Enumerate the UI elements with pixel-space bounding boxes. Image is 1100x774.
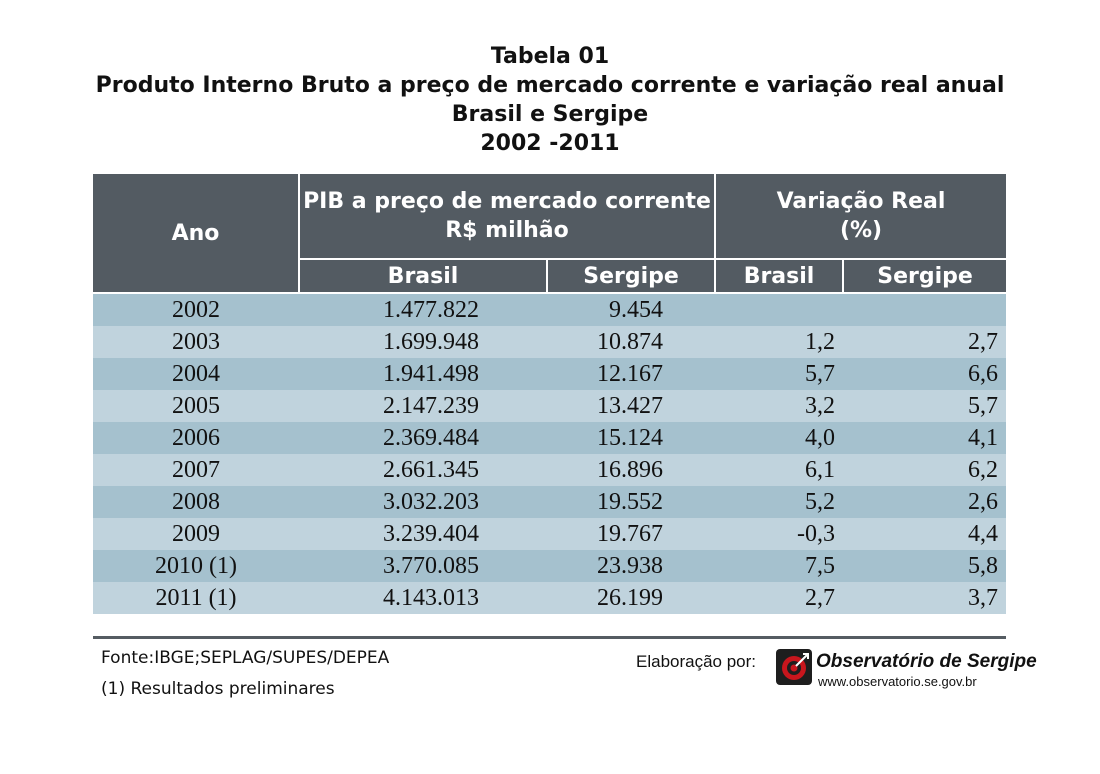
cell-pib-sergipe: 10.874 [547, 326, 716, 358]
cell-var-sergipe: 6,2 [843, 454, 1007, 486]
table-row: 2005 2.147.239 13.427 3,2 5,7 [93, 390, 1007, 422]
cell-var-sergipe: 4,1 [843, 422, 1007, 454]
title-line-4: 2002 -2011 [480, 131, 620, 156]
org-url: www.observatorio.se.gov.br [818, 674, 977, 689]
table-row: 2011 (1) 4.143.013 26.199 2,7 3,7 [93, 582, 1007, 614]
cell-ano: 2002 [93, 293, 299, 326]
cell-ano: 2003 [93, 326, 299, 358]
cell-ano: 2007 [93, 454, 299, 486]
cell-var-brasil: 7,5 [715, 550, 844, 582]
cell-var-brasil: 6,1 [715, 454, 844, 486]
cell-pib-sergipe: 9.454 [547, 293, 716, 326]
cell-var-sergipe: 5,7 [843, 390, 1007, 422]
header-var-brasil: Brasil [714, 259, 845, 294]
table-body: 2002 1.477.822 9.454 2003 1.699.948 10.874 1,2… [93, 293, 1007, 614]
table-row: 2010 (1) 3.770.085 23.938 7,5 5,8 [93, 550, 1007, 582]
title-line-2: Produto Interno Bruto a preço de mercado… [95, 73, 1005, 98]
table-row: 2006 2.369.484 15.124 4,0 4,1 [93, 422, 1007, 454]
source-note: Fonte:IBGE;SEPLAG/SUPES/DEPEA [101, 648, 390, 668]
preliminary-note: (1) Resultados preliminares [101, 679, 335, 699]
table-row: 2008 3.032.203 19.552 5,2 2,6 [93, 486, 1007, 518]
cell-var-sergipe: 2,7 [843, 326, 1007, 358]
cell-var-brasil: 5,2 [715, 486, 844, 518]
cell-pib-sergipe: 26.199 [547, 582, 716, 614]
cell-var-sergipe: 2,6 [843, 486, 1007, 518]
cell-var-brasil: 5,7 [715, 358, 844, 390]
cell-pib-brasil: 4.143.013 [299, 582, 547, 614]
cell-var-sergipe: 5,8 [843, 550, 1007, 582]
table-row: 2004 1.941.498 12.167 5,7 6,6 [93, 358, 1007, 390]
cell-pib-sergipe: 13.427 [547, 390, 716, 422]
cell-pib-brasil: 3.770.085 [299, 550, 547, 582]
header-var-line1: Variação Real [776, 189, 946, 214]
header-pib-line2: R$ milhão [445, 218, 569, 243]
cell-pib-sergipe: 23.938 [547, 550, 716, 582]
table-row: 2002 1.477.822 9.454 [93, 293, 1007, 326]
header-ano: Ano [93, 174, 300, 294]
cell-var-brasil: 4,0 [715, 422, 844, 454]
cell-pib-sergipe: 19.767 [547, 518, 716, 550]
header-pib-brasil: Brasil [298, 259, 548, 294]
target-icon [776, 649, 812, 685]
cell-var-sergipe [843, 293, 1007, 326]
table-row: 2003 1.699.948 10.874 1,2 2,7 [93, 326, 1007, 358]
gdp-table: Ano PIB a preço de mercado corrente R$ m… [93, 174, 1007, 614]
cell-pib-sergipe: 19.552 [547, 486, 716, 518]
cell-var-brasil: 1,2 [715, 326, 844, 358]
cell-var-sergipe: 3,7 [843, 582, 1007, 614]
cell-var-sergipe: 4,4 [843, 518, 1007, 550]
title-line-3: Brasil e Sergipe [451, 102, 649, 127]
cell-pib-brasil: 2.661.345 [299, 454, 547, 486]
cell-var-brasil: -0,3 [715, 518, 844, 550]
header-var-sergipe: Sergipe [842, 259, 1007, 294]
table-title: Tabela 01 Produto Interno Bruto a preço … [0, 42, 1100, 158]
cell-pib-brasil: 3.032.203 [299, 486, 547, 518]
header-pib-line1: PIB a preço de mercado corrente [303, 189, 711, 214]
footer-divider [93, 636, 1006, 639]
cell-ano: 2010 (1) [93, 550, 299, 582]
cell-ano: 2008 [93, 486, 299, 518]
cell-pib-brasil: 2.147.239 [299, 390, 547, 422]
header-pib: PIB a preço de mercado corrente R$ milhã… [297, 174, 717, 260]
cell-pib-sergipe: 15.124 [547, 422, 716, 454]
table-row: 2009 3.239.404 19.767 -0,3 4,4 [93, 518, 1007, 550]
header-var-line2: (%) [839, 218, 883, 243]
cell-pib-brasil: 1.699.948 [299, 326, 547, 358]
cell-ano: 2006 [93, 422, 299, 454]
cell-pib-sergipe: 12.167 [547, 358, 716, 390]
cell-ano: 2005 [93, 390, 299, 422]
cell-pib-sergipe: 16.896 [547, 454, 716, 486]
title-line-1: Tabela 01 [490, 44, 610, 69]
header-variacao: Variação Real (%) [714, 174, 1007, 260]
cell-pib-brasil: 1.477.822 [299, 293, 547, 326]
cell-pib-brasil: 2.369.484 [299, 422, 547, 454]
cell-var-brasil: 2,7 [715, 582, 844, 614]
org-name: Observatório de Sergipe [816, 651, 1037, 672]
elaboration-label: Elaboração por: [636, 652, 757, 671]
cell-ano: 2011 (1) [93, 582, 299, 614]
cell-var-brasil: 3,2 [715, 390, 844, 422]
cell-pib-brasil: 1.941.498 [299, 358, 547, 390]
header-pib-sergipe: Sergipe [545, 259, 717, 294]
cell-ano: 2004 [93, 358, 299, 390]
cell-var-sergipe: 6,6 [843, 358, 1007, 390]
cell-ano: 2009 [93, 518, 299, 550]
table-row: 2007 2.661.345 16.896 6,1 6,2 [93, 454, 1007, 486]
cell-var-brasil [715, 293, 844, 326]
cell-pib-brasil: 3.239.404 [299, 518, 547, 550]
